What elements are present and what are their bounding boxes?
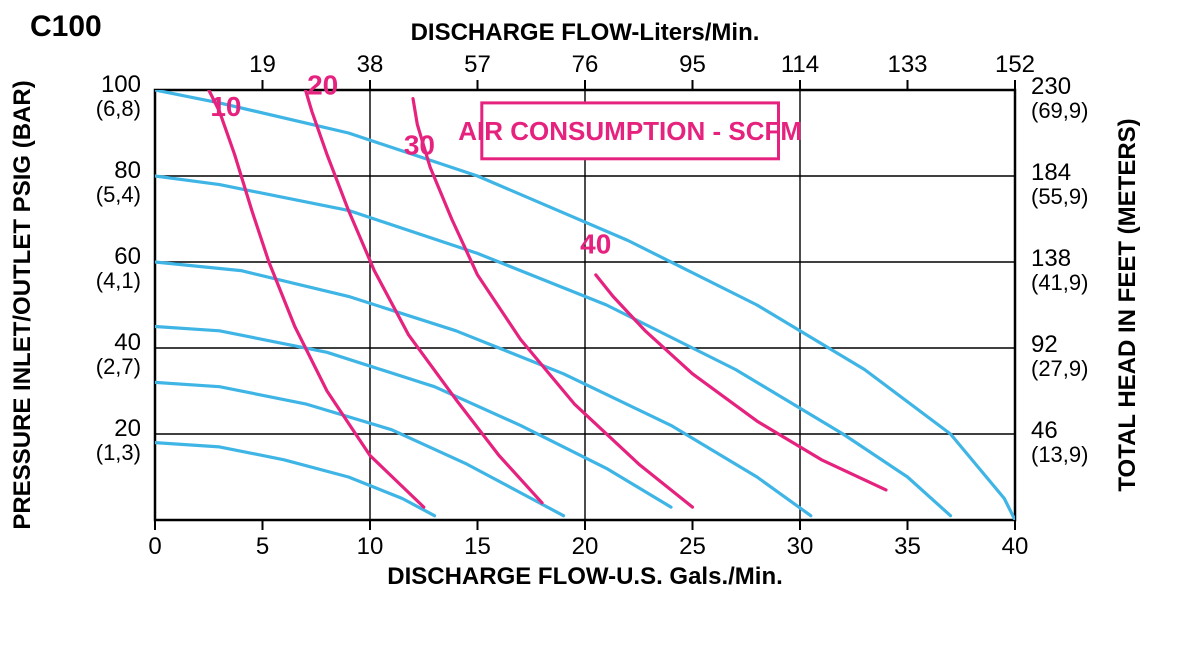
tick-label-left: 100 (101, 71, 141, 98)
tick-label-top: 114 (781, 51, 819, 78)
tick-label-left: 80 (114, 157, 141, 184)
tick-label-left-sub: (5,4) (96, 182, 141, 207)
chart-container: 0 5 10 15 20 25 30 35 40 DISCHARGE FLOW-U.S. Gals… (0, 0, 1200, 660)
tick-label-right: 184 (1031, 159, 1071, 186)
tick-label-right-sub: (55,9) (1031, 184, 1088, 209)
tick-label-bottom: 5 (256, 533, 269, 560)
tick-label-left: 40 (114, 329, 141, 356)
tick-label-top: 19 (249, 51, 276, 78)
tick-label-left-sub: (4,1) (96, 268, 141, 293)
tick-label-top: 38 (357, 51, 384, 78)
tick-label-top: 76 (572, 51, 599, 78)
tick-label-left-sub: (6,8) (96, 96, 141, 121)
model-label: C100 (30, 10, 102, 43)
right-axis-title: TOTAL HEAD IN FEET (METERS) (1114, 118, 1141, 491)
top-axis-title: DISCHARGE FLOW-Liters/Min. (411, 19, 760, 46)
tick-label-left: 60 (114, 243, 141, 270)
bottom-axis-title: DISCHARGE FLOW-U.S. Gals./Min. (387, 563, 783, 590)
tick-label-left: 20 (114, 415, 141, 442)
legend-text: AIR CONSUMPTION - SCFM (458, 116, 802, 146)
tick-label-bottom: 0 (148, 533, 161, 560)
tick-label-bottom: 15 (464, 533, 491, 560)
tick-label-left-sub: (1,3) (96, 440, 141, 465)
tick-label-bottom: 25 (679, 533, 706, 560)
tick-label-bottom: 40 (1002, 533, 1029, 560)
tick-label-top: 152 (995, 51, 1035, 78)
tick-label-bottom: 35 (894, 533, 921, 560)
air-consumption-label: 20 (307, 69, 338, 100)
tick-label-right: 92 (1031, 331, 1058, 358)
tick-label-right-sub: (27,9) (1031, 356, 1088, 381)
air-consumption-label: 30 (404, 130, 435, 161)
tick-label-bottom: 30 (787, 533, 814, 560)
tick-label-bottom: 20 (572, 533, 599, 560)
tick-label-top: 57 (464, 51, 491, 78)
left-axis-title: PRESSURE INLET/OUTLET PSIG (BAR) (9, 80, 36, 529)
chart-bg (0, 0, 1200, 660)
tick-label-right: 230 (1031, 73, 1071, 100)
tick-label-right-sub: (13,9) (1031, 442, 1088, 467)
air-consumption-label: 40 (580, 228, 611, 259)
tick-label-right-sub: (41,9) (1031, 270, 1088, 295)
pump-performance-chart: 0 5 10 15 20 25 30 35 40 DISCHARGE FLOW-U.S. Gals… (0, 0, 1200, 660)
tick-label-bottom: 10 (357, 533, 384, 560)
tick-label-right: 46 (1031, 417, 1058, 444)
tick-label-left-sub: (2,7) (96, 354, 141, 379)
tick-label-right-sub: (69,9) (1031, 98, 1088, 123)
tick-label-top: 133 (887, 51, 927, 78)
air-consumption-label: 10 (210, 91, 241, 122)
tick-label-right: 138 (1031, 245, 1071, 272)
tick-label-top: 95 (679, 51, 706, 78)
